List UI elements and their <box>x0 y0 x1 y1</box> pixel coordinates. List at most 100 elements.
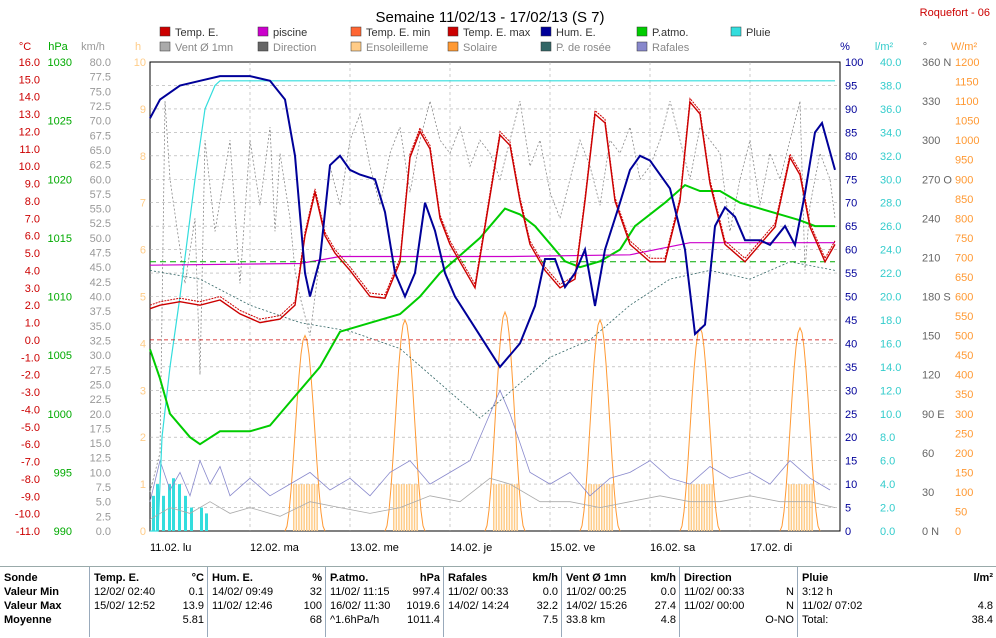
wind-tick-label: 70.0 <box>90 116 111 128</box>
stats-cell-value: 38.4 <box>971 614 993 626</box>
temp-tick-label: 8.0 <box>25 196 40 208</box>
sunshine-bar <box>711 484 713 531</box>
legend-swatch <box>730 26 742 37</box>
stats-col-sonde: Sonde Valeur Min Valeur Max Moyenne <box>0 567 89 637</box>
pressure-unit-label: hPa <box>48 41 68 53</box>
stats-cell-label: 11/02/ 00:33 <box>448 586 509 598</box>
sunshine-bar <box>611 484 613 531</box>
legend-label: Ensoleilleme <box>366 42 428 54</box>
temp-tick-label: -10.0 <box>15 509 40 521</box>
temp-tick-label: 1.0 <box>25 318 40 330</box>
stats-cell: 33.8 km 4.8 <box>566 613 676 627</box>
temp-tick-label: -2.0 <box>21 370 40 382</box>
stats-header-label: Hum. E. <box>212 572 253 584</box>
wind-tick-label: 2.5 <box>96 511 111 523</box>
rain-tick-label: 36.0 <box>880 104 901 116</box>
stats-cell: 11/02/ 00:33 N <box>684 585 794 599</box>
stats-cell: ^1.6hPa/h 1011.4 <box>330 613 440 627</box>
legend-label: Hum. E. <box>556 27 596 39</box>
solar-tick-label: 750 <box>955 233 973 245</box>
legend-swatch <box>257 26 269 37</box>
plot-area <box>149 75 836 532</box>
stats-cell-label: 11/02/ 11:15 <box>330 586 390 598</box>
sunshine-bar <box>308 484 311 531</box>
hum-tick-label: 30 <box>845 385 857 397</box>
hum-tick-label: 100 <box>845 57 863 69</box>
temp-max-line <box>149 97 836 320</box>
x-tick-label: 13.02. me <box>350 542 399 554</box>
hum-tick-label: 35 <box>845 362 857 374</box>
dir-tick-label: 330 <box>922 96 940 108</box>
sunshine-bar <box>400 484 403 531</box>
solar-radiation-peak <box>579 318 621 532</box>
dir-tick-label: 180 S <box>922 292 951 304</box>
temp-tick-label: -8.0 <box>21 474 40 486</box>
dir-tick-label: 150 <box>922 331 940 343</box>
solar-tick-label: 800 <box>955 213 973 225</box>
wind-tick-label: 12.5 <box>90 453 111 465</box>
stats-header: Pluie l/m² <box>802 571 993 585</box>
temp-tick-label: 13.0 <box>19 109 40 121</box>
rain-tick-label: 0.0 <box>880 526 895 538</box>
stats-col-temp: Temp. E. °C 12/02/ 02:40 0.1 15/02/ 12:52 13.… <box>89 567 208 637</box>
sun-tick-label: 7 <box>140 198 146 210</box>
stats-cell: 3:12 h <box>802 585 993 599</box>
wind-tick-label: 22.5 <box>90 394 111 406</box>
solar-tick-label: 1100 <box>955 96 979 108</box>
temp-tick-label: 16.0 <box>19 57 40 69</box>
temp-tick-label: 2.0 <box>25 300 40 312</box>
stats-cell-value: 27.4 <box>654 600 676 612</box>
sun-tick-label: 6 <box>140 245 146 257</box>
rain-bar <box>200 507 203 531</box>
solar-tick-label: 850 <box>955 194 973 206</box>
stats-cell-label: 14/02/ 15:26 <box>566 600 628 612</box>
stats-header-label: Temp. E. <box>94 572 140 584</box>
sunshine-bar <box>801 484 803 531</box>
solar-tick-label: 650 <box>955 272 973 284</box>
stats-header-label: Direction <box>684 572 732 584</box>
sunshine-bar <box>511 484 513 531</box>
wind-tick-label: 55.0 <box>90 204 111 216</box>
stats-header: Hum. E.% <box>212 571 322 585</box>
temp-tick-label: 10.0 <box>19 161 40 173</box>
rain-tick-label: 38.0 <box>880 80 901 92</box>
sunshine-bar <box>806 484 808 531</box>
hum-tick-label: 5 <box>845 503 851 515</box>
stats-header-unit: km/h <box>650 572 676 584</box>
wind-tick-label: 7.5 <box>96 482 111 494</box>
legend-swatch <box>636 26 648 37</box>
stats-cell-label: 12/02/ 02:40 <box>94 586 156 598</box>
solar-tick-label: 50 <box>955 506 967 518</box>
sunshine-bar <box>690 484 693 531</box>
sunshine-bar <box>516 484 518 531</box>
legend-label: Temp. E. max <box>463 27 531 39</box>
solar-tick-label: 1150 <box>955 77 979 89</box>
sunshine-bar <box>513 484 516 531</box>
sunshine-bar <box>495 484 498 531</box>
solar-tick-label: 950 <box>955 155 973 167</box>
stats-cell-value: 0.1 <box>188 586 204 598</box>
solar-radiation-peak <box>284 334 326 532</box>
stats-cell: O-NO <box>684 613 794 627</box>
stats-cell: 15/02/ 12:52 13.9 <box>94 599 204 613</box>
sunshine-bar <box>311 484 313 531</box>
sunshine-bar <box>698 484 700 531</box>
sunshine-bar <box>590 484 593 531</box>
stats-cell-label: Total: <box>802 614 829 626</box>
legend-label: piscine <box>273 27 307 39</box>
wind-tick-label: 57.5 <box>90 189 111 201</box>
hum-tick-label: 45 <box>845 315 857 327</box>
pressure-tick-label: 1030 <box>48 57 72 69</box>
sunshine-bar <box>593 484 595 531</box>
hum-tick-label: 95 <box>845 80 857 92</box>
temp-tick-label: -7.0 <box>21 457 40 469</box>
dir-tick-label: 30 <box>922 487 934 499</box>
sunshine-bar <box>506 484 508 531</box>
solar-tick-label: 200 <box>955 448 973 460</box>
solar-tick-label: 500 <box>955 331 973 343</box>
sunshine-bar <box>298 484 300 531</box>
sun-tick-label: 4 <box>140 338 146 350</box>
rain-bar <box>178 484 181 531</box>
sunshine-bar <box>603 484 606 531</box>
rain-tick-label: 24.0 <box>880 245 901 257</box>
